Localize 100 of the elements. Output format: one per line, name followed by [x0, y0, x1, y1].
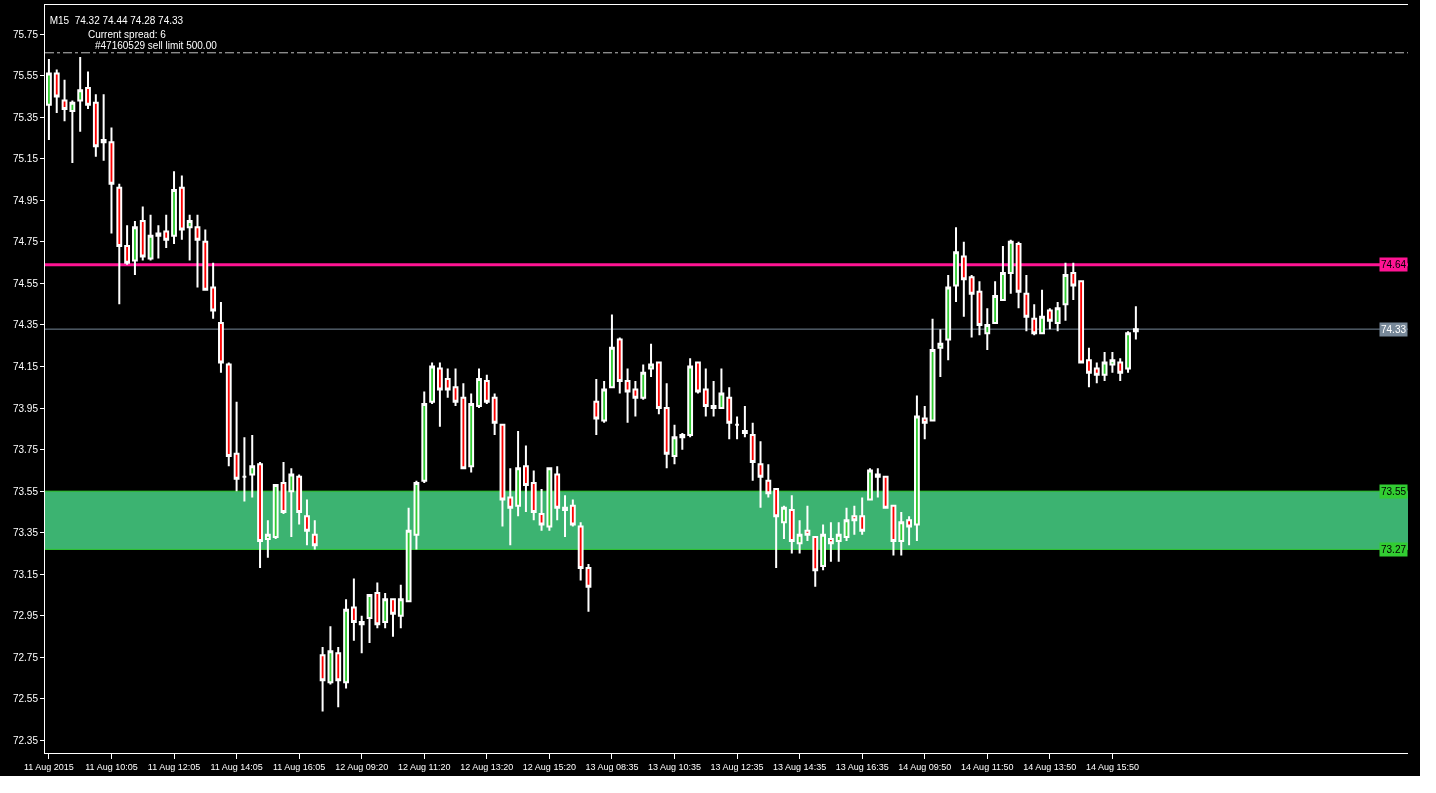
x-tick-label: 11 Aug 2015 [23, 761, 74, 772]
candlestick [132, 220, 138, 277]
candlestick [1046, 307, 1053, 331]
candlestick [1093, 361, 1100, 385]
candlestick [741, 405, 748, 439]
candlestick [210, 261, 217, 320]
y-tick-label: 74.15 [12, 361, 39, 373]
y-tick-label: 73.75 [12, 444, 39, 456]
candlestick [366, 594, 373, 644]
candlestick [671, 423, 678, 466]
candlestick [124, 224, 131, 266]
candlestick [507, 467, 514, 547]
x-tick-label: 11 Aug 12:05 [147, 761, 201, 772]
y-tick-label: 75.55 [12, 70, 39, 82]
candlestick [921, 405, 928, 441]
x-tick-label: 12 Aug 13:20 [460, 761, 514, 772]
candlestick [757, 440, 764, 509]
candlestick [788, 494, 795, 555]
y-tick-label: 75.35 [12, 111, 39, 123]
candlestick [61, 78, 68, 123]
x-tick-label: 11 Aug 16:05 [272, 761, 326, 772]
x-tick-label: 14 Aug 09:50 [898, 761, 952, 772]
y-tick-label: 73.55 [12, 485, 39, 497]
candlestick [929, 317, 936, 422]
candlestick [1023, 274, 1030, 333]
y-tick-label: 74.75 [12, 236, 39, 248]
candlestick [749, 421, 756, 482]
candlestick [882, 475, 889, 509]
candlestick [695, 361, 701, 395]
candlestick [194, 213, 201, 289]
candlestick [945, 274, 952, 362]
x-tick-label: 14 Aug 13:50 [1023, 761, 1077, 772]
candlestick [1039, 288, 1045, 335]
x-tick-label: 14 Aug 15:50 [1085, 761, 1139, 772]
x-tick-label: 13 Aug 14:35 [773, 761, 827, 772]
candlestick [616, 336, 623, 395]
x-tick-label: 11 Aug 10:05 [85, 761, 138, 772]
candlestick [178, 174, 185, 241]
candlestick [382, 592, 389, 630]
candlestick [773, 488, 780, 570]
candlestick [452, 367, 459, 408]
candlestick [937, 328, 944, 378]
candlestick [726, 386, 733, 441]
candlestick [335, 646, 342, 709]
candlestick [483, 373, 490, 405]
candlestick [593, 378, 600, 437]
candlestick [280, 461, 287, 516]
candlestick [554, 465, 561, 522]
candlestick [1062, 261, 1069, 322]
candlestick [530, 469, 537, 522]
candlestick [218, 301, 224, 374]
x-tick-label: 13 Aug 16:35 [835, 761, 889, 772]
candlestick [851, 504, 858, 536]
y-tick-label: 73.15 [12, 568, 39, 580]
candlestick [421, 390, 428, 484]
candlestick [436, 361, 443, 428]
candlestick [147, 213, 154, 262]
ref-line-label: 74.33 [1381, 324, 1407, 335]
candlestick [444, 367, 451, 399]
candlestick [53, 68, 60, 115]
candlestick [679, 432, 686, 451]
y-tick-label: 75.15 [12, 153, 39, 165]
candlestick [1000, 245, 1006, 302]
candlestick [397, 583, 404, 630]
annotation: Current spread: 6 [88, 29, 167, 40]
ref-line-label: 73.27 [1381, 544, 1407, 555]
candlestick [710, 380, 717, 418]
candlestick [202, 228, 209, 291]
candlestick [374, 581, 381, 630]
y-tick-label: 72.55 [12, 693, 39, 705]
candlestick [687, 357, 694, 439]
candlestick [171, 170, 177, 245]
ref-line-label: 74.64 [1381, 259, 1407, 270]
y-tick-label: 73.95 [12, 402, 39, 414]
y-tick-label: 74.95 [12, 194, 39, 206]
candlestick [968, 274, 975, 339]
candlestick [663, 382, 670, 470]
x-tick-label: 12 Aug 11:20 [398, 761, 451, 772]
candlestick [319, 646, 326, 713]
candlestick [343, 598, 349, 690]
candlestick [655, 361, 662, 416]
x-tick-label: 11 Aug 14:05 [210, 761, 263, 772]
candlestick [77, 55, 84, 133]
candlestick [85, 70, 91, 110]
candlestick [1086, 346, 1092, 389]
y-tick-label: 74.35 [12, 319, 39, 331]
candlestick [257, 461, 263, 570]
candlestick [781, 504, 787, 540]
candlestick [585, 562, 592, 613]
candlestick [155, 224, 162, 260]
candlestick [296, 473, 303, 526]
x-tick-label: 13 Aug 08:35 [585, 761, 639, 772]
candlestick [827, 521, 834, 563]
candlestick [241, 436, 248, 503]
candlestick [890, 504, 897, 557]
y-tick-label: 75.75 [12, 28, 39, 40]
candlestick [1132, 305, 1139, 341]
y-tick-label: 72.75 [12, 651, 39, 663]
x-tick-label: 13 Aug 12:35 [710, 761, 764, 772]
candlestick [1007, 238, 1014, 295]
